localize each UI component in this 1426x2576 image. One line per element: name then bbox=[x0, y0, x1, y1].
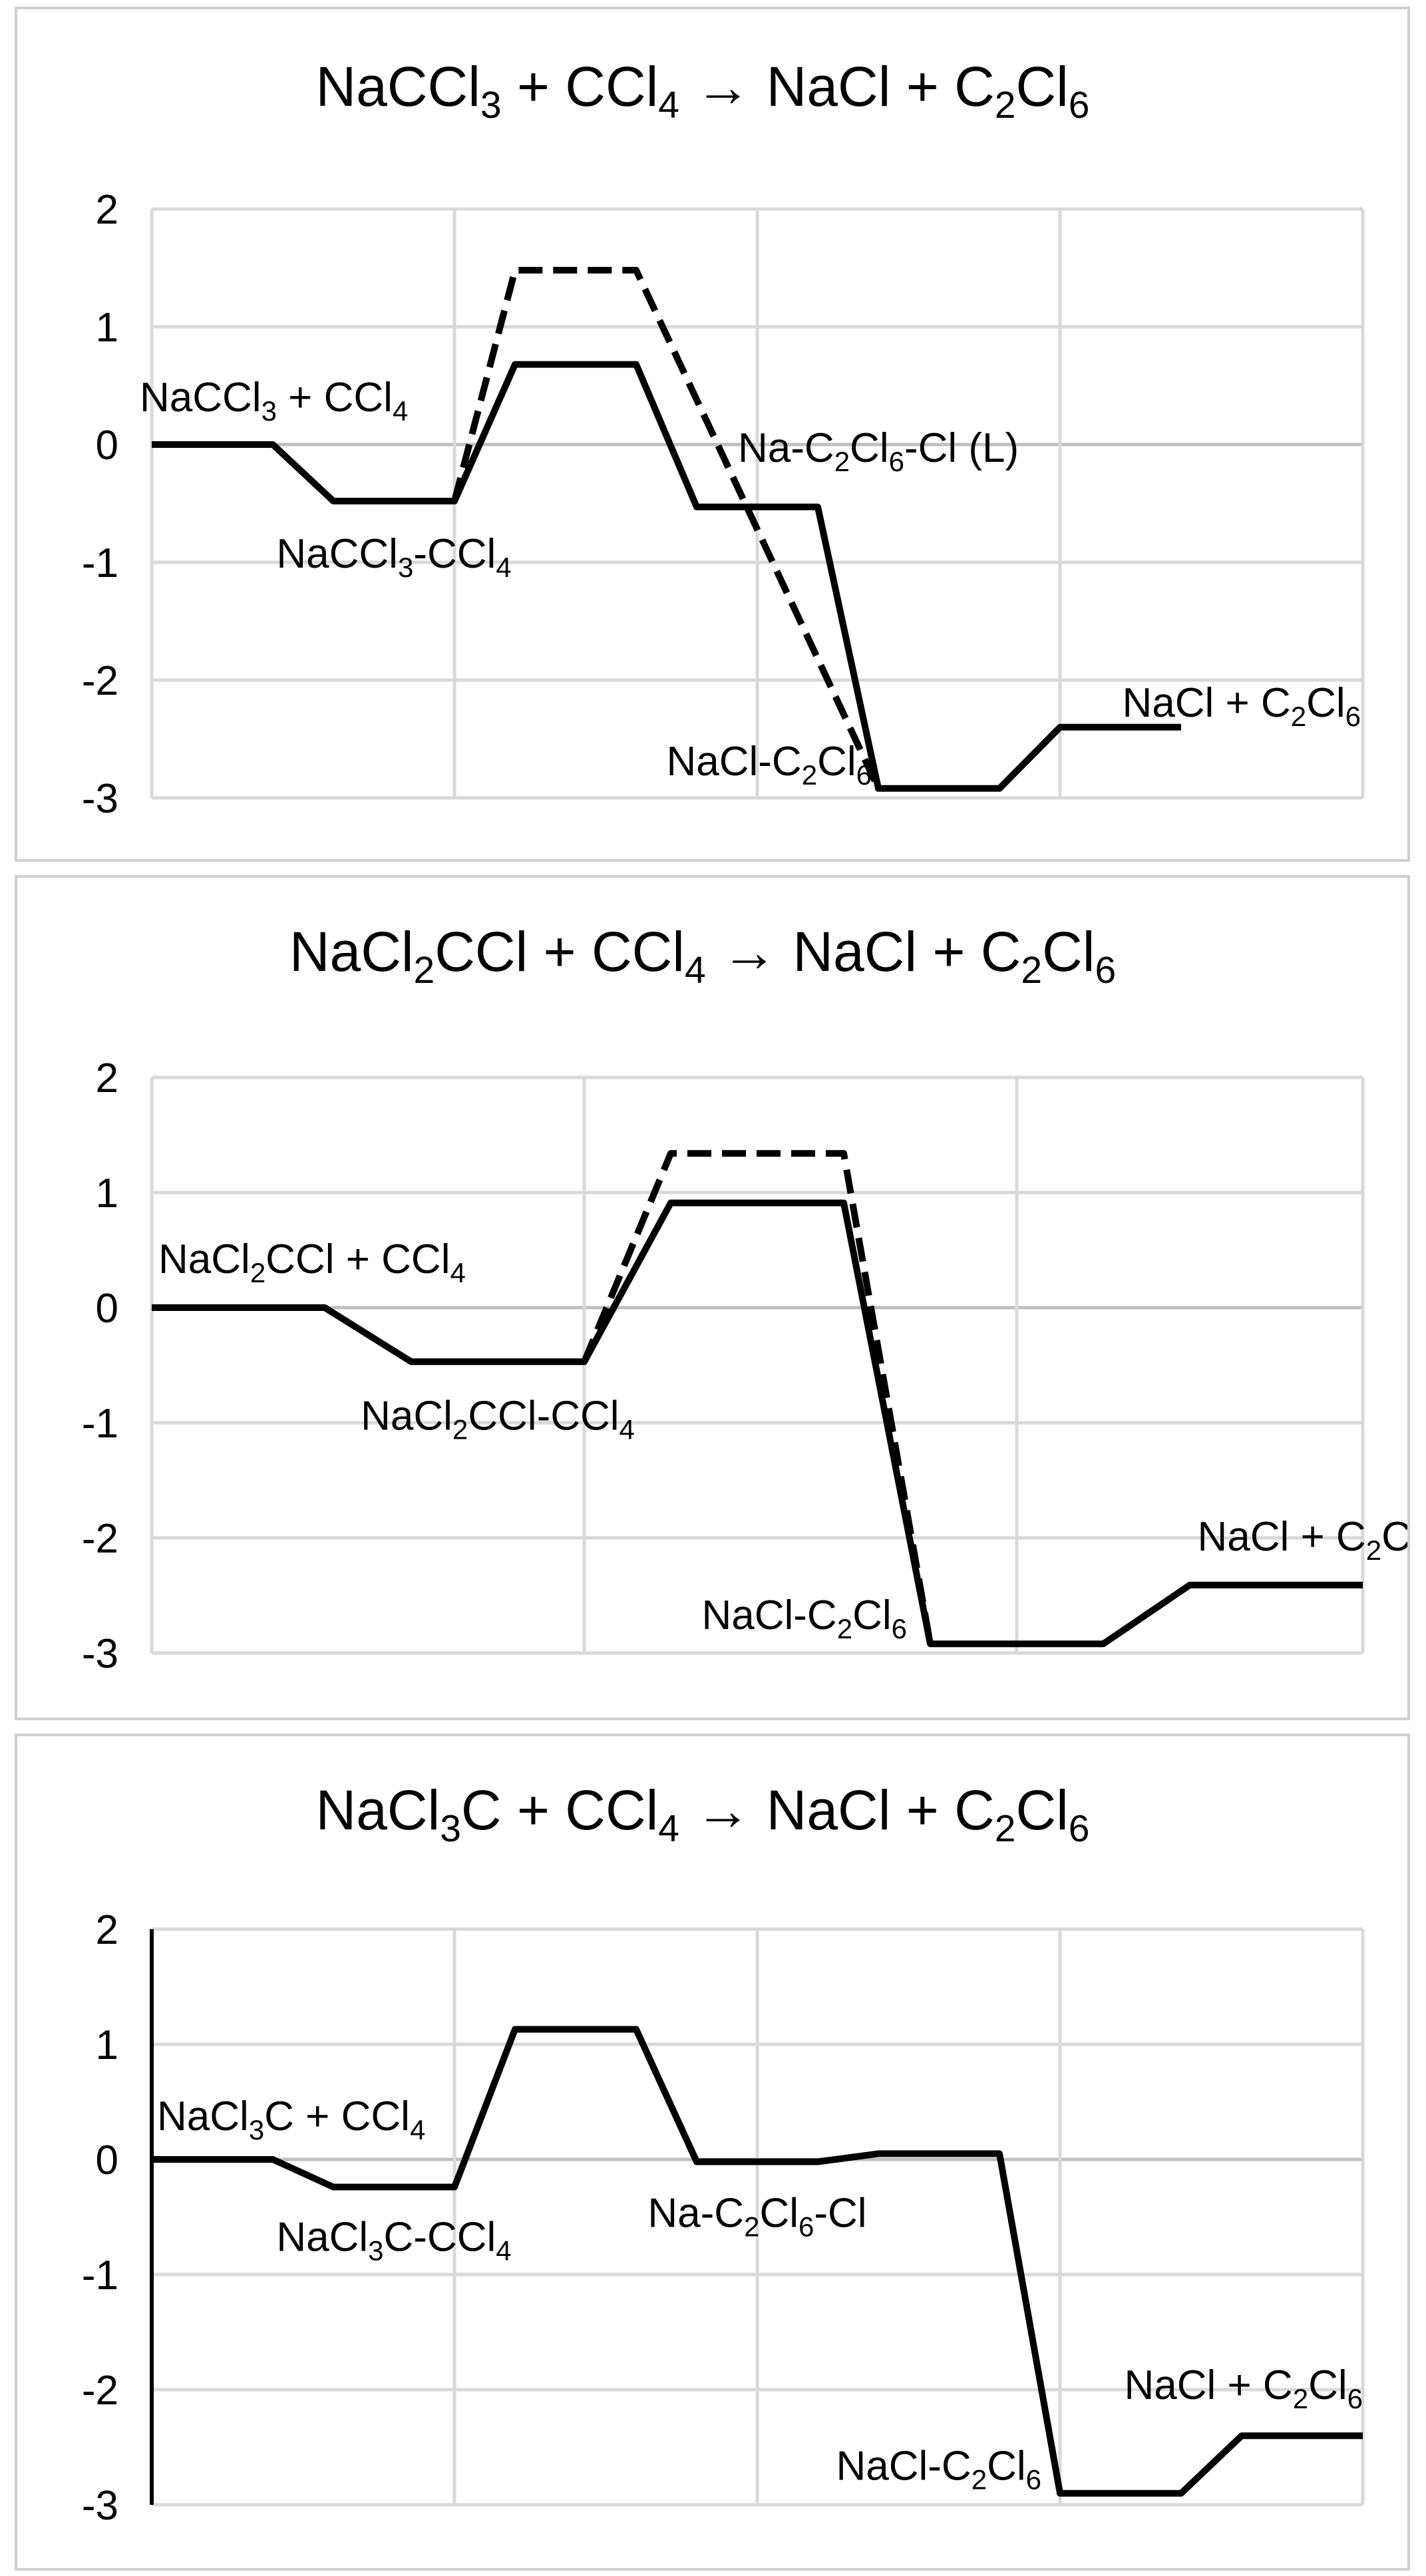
y-tick-label: -3 bbox=[82, 776, 118, 822]
y-tick-label: 2 bbox=[96, 187, 118, 233]
dashed-energy-path bbox=[581, 1150, 934, 1645]
energy-profile-chart-3: NaCl3C + CCl4 → NaCl + C2Cl6 2 1 0 -1 -2 -3 NaC… bbox=[82, 1779, 1365, 2529]
chart-panel-2: NaCl2CCl + CCl4 → NaCl + C2Cl6 2 1 0 -1 -2 -3 N… bbox=[15, 875, 1410, 1720]
chart-panel-3: NaCl3C + CCl4 → NaCl + C2Cl6 2 1 0 -1 -2 -3 NaC… bbox=[15, 1734, 1410, 2571]
solid-energy-path bbox=[152, 2026, 1363, 2497]
y-tick-label: -1 bbox=[82, 540, 118, 586]
energy-level-label: NaCCl3 + CCl4 bbox=[140, 375, 408, 427]
energy-level-label: NaCCl3-CCl4 bbox=[276, 531, 511, 583]
solid-energy-path bbox=[152, 1199, 1363, 1648]
energy-level-label: NaCl2CCl + CCl4 bbox=[158, 1236, 466, 1288]
y-tick-label: -1 bbox=[82, 1401, 118, 1447]
energy-level-label: NaCl3C + CCl4 bbox=[157, 2094, 425, 2145]
y-tick-label: -2 bbox=[82, 658, 118, 704]
energy-level-label: Na-C2Cl6-Cl (L) bbox=[738, 425, 1019, 477]
energy-level-label: NaCl2CCl-CCl4 bbox=[361, 1393, 635, 1445]
y-tick-label: 1 bbox=[96, 2022, 118, 2068]
chart-title: NaCl2CCl + CCl4 → NaCl + C2Cl6 bbox=[289, 920, 1116, 992]
chart-title: NaCl3C + CCl4 → NaCl + C2Cl6 bbox=[315, 1779, 1089, 1850]
y-tick-label: 2 bbox=[96, 1055, 118, 1101]
chart-panel-1: NaCCl3 + CCl4 → NaCl + C2Cl6 2 1 0 -1 -2 -3 NaC… bbox=[15, 7, 1410, 862]
energy-level-label: NaCl-C2Cl6 bbox=[666, 739, 872, 791]
y-tick-label: 1 bbox=[96, 1171, 118, 1216]
energy-profile-chart-1: NaCCl3 + CCl4 → NaCl + C2Cl6 2 1 0 -1 -2 -3 NaC… bbox=[82, 55, 1365, 822]
y-tick-label: -2 bbox=[82, 2368, 118, 2414]
y-tick-label: -2 bbox=[82, 1516, 118, 1562]
energy-level-label: NaCl + C2Cl6 bbox=[1124, 2362, 1363, 2414]
energy-level-label: NaCl3C-CCl4 bbox=[276, 2215, 511, 2267]
energy-level-label: NaCl-C2Cl6 bbox=[701, 1592, 907, 1644]
energy-level-label: Na-C2Cl6-Cl bbox=[647, 2190, 866, 2242]
energy-level-label: NaCl-C2Cl6 bbox=[836, 2444, 1041, 2495]
y-tick-label: -3 bbox=[82, 1631, 118, 1677]
y-tick-label: 1 bbox=[96, 305, 118, 351]
y-tick-label: 0 bbox=[96, 2137, 118, 2183]
y-tick-label: 2 bbox=[96, 1907, 118, 1953]
y-tick-label: -3 bbox=[82, 2483, 118, 2529]
dashed-energy-path bbox=[451, 267, 882, 790]
y-tick-label: -1 bbox=[82, 2253, 118, 2299]
y-tick-label: 0 bbox=[96, 1286, 118, 1332]
energy-level-label: NaCl + C2Cl6 bbox=[1122, 680, 1361, 732]
y-tick-label: 0 bbox=[96, 423, 118, 468]
solid-energy-path bbox=[152, 361, 1181, 792]
chart-title: NaCCl3 + CCl4 → NaCl + C2Cl6 bbox=[315, 55, 1089, 126]
energy-profile-chart-2: NaCl2CCl + CCl4 → NaCl + C2Cl6 2 1 0 -1 -2 -3 N… bbox=[82, 920, 1407, 1677]
energy-level-label: NaCl + C2Cl6 bbox=[1197, 1514, 1407, 1566]
